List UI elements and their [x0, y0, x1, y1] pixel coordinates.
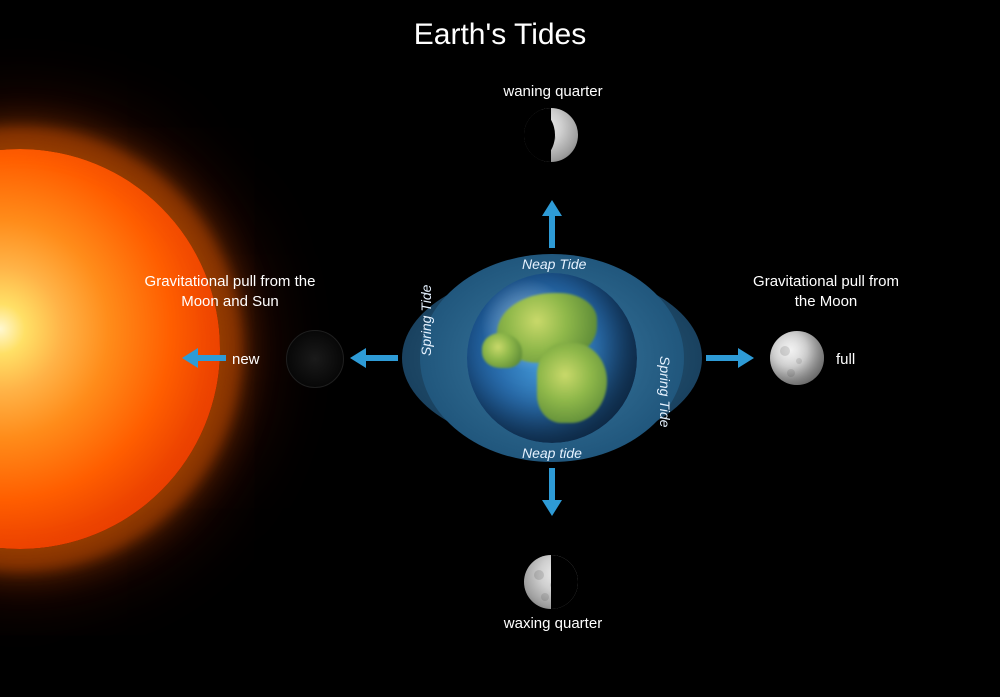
moon-new — [286, 330, 344, 388]
neap-tide-top-label: Neap Tide — [522, 256, 586, 272]
earth-landmass — [482, 333, 522, 368]
spring-tide-right-label: Spring Tide — [657, 356, 673, 427]
moon-shadow — [551, 555, 578, 609]
new-moon-label: new — [232, 350, 260, 370]
moon-waning-quarter — [524, 108, 578, 162]
moon-shadow — [524, 108, 551, 162]
arrow-right — [706, 346, 754, 370]
waxing-quarter-label: waxing quarter — [498, 614, 608, 634]
gravitational-pull-moon-label: Gravitational pull from the Moon — [741, 272, 911, 313]
arrow-left — [350, 346, 398, 370]
neap-tide-bottom-label: Neap tide — [522, 445, 582, 461]
earth-landmass — [537, 343, 607, 423]
moon-full — [770, 331, 824, 385]
arrow-down — [540, 468, 564, 516]
waning-quarter-label: waning quarter — [498, 82, 608, 102]
full-moon-label: full — [836, 350, 855, 370]
moon-waxing-quarter — [524, 555, 578, 609]
earth-body — [467, 273, 637, 443]
spring-tide-left-label: Spring Tide — [418, 285, 434, 356]
diagram-title: Earth's Tides — [414, 18, 586, 52]
arrow-up — [540, 200, 564, 248]
arrow-to-sun — [182, 346, 226, 370]
gravitational-pull-sun-moon-label: Gravitational pull from the Moon and Sun — [130, 272, 330, 313]
